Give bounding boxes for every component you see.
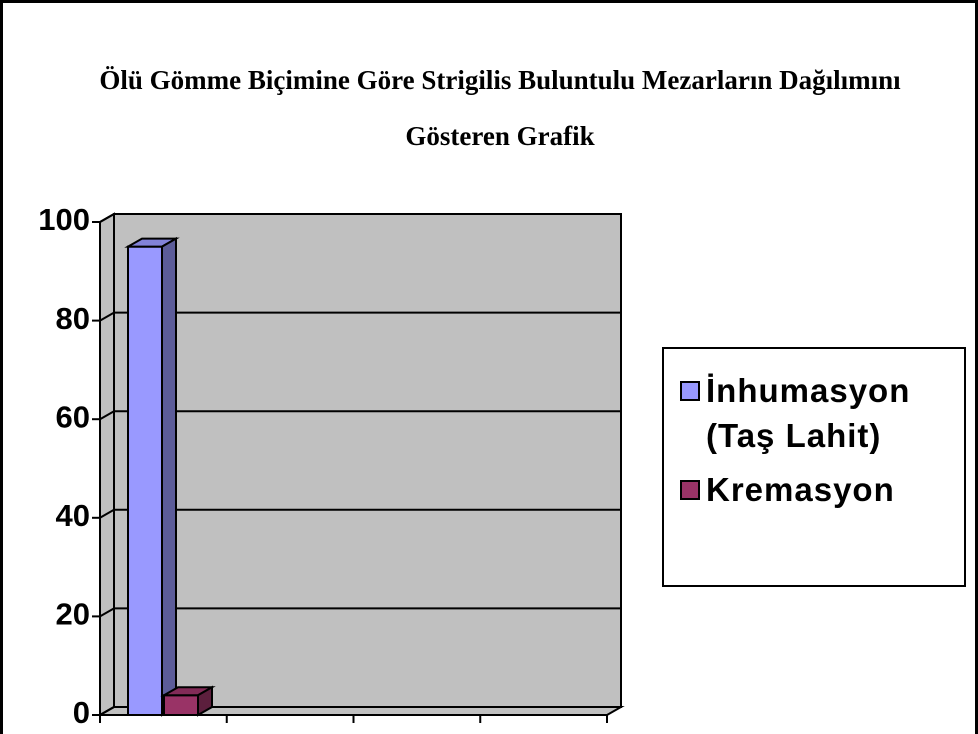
bar-front: [163, 694, 199, 717]
y-tick-label: 60: [56, 399, 90, 434]
bar: [160, 685, 216, 717]
legend-item: Kremasyon: [680, 468, 956, 513]
grid-line: [99, 607, 621, 618]
legend-swatch: [680, 480, 700, 501]
y-tick-label: 20: [56, 597, 90, 632]
y-tick-label: 0: [73, 695, 90, 730]
bar: [124, 236, 180, 717]
grid-line: [99, 410, 621, 421]
y-tick-label: 100: [38, 202, 90, 237]
y-tick-label: 80: [56, 301, 90, 336]
legend: İnhumasyon (Taş Lahit) Kremasyon: [662, 347, 966, 587]
back-wall: [113, 213, 622, 708]
bar-front: [127, 245, 163, 716]
legend-label: İnhumasyon (Taş Lahit): [706, 372, 911, 454]
grid-line: [99, 213, 621, 223]
bar-side: [161, 236, 177, 717]
grid-line: [99, 311, 621, 322]
side-wall: [99, 212, 115, 717]
bar-side: [197, 685, 213, 717]
legend-item: İnhumasyon (Taş Lahit): [680, 369, 956, 458]
grid-line: [99, 706, 621, 716]
y-tick-label: 40: [56, 498, 90, 533]
legend-swatch: [680, 381, 700, 401]
chart-title: Ölü Gömme Biçimine Göre Strigilis Bulunt…: [99, 65, 901, 151]
legend-label: Kremasyon: [706, 471, 895, 509]
grid-line: [99, 508, 621, 519]
